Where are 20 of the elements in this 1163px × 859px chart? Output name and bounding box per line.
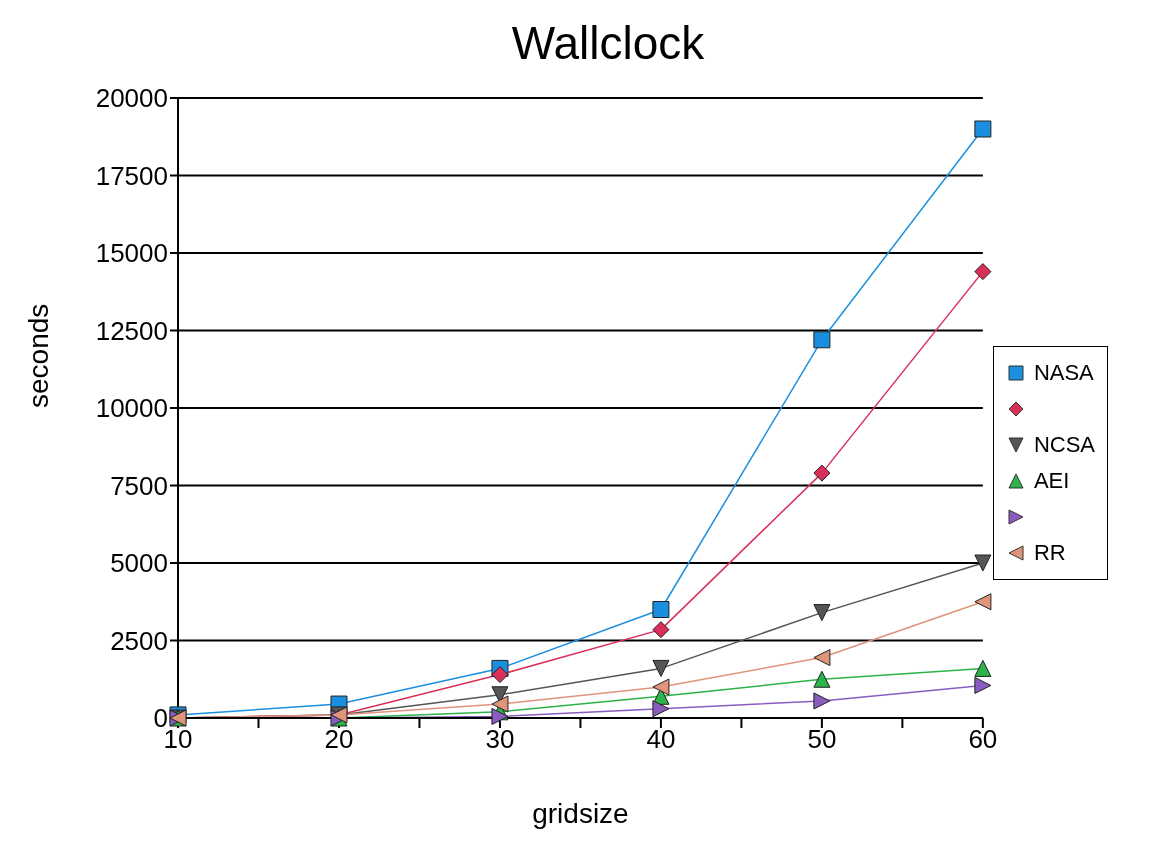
x-tick-label: 30 [485, 724, 515, 755]
y-tick-label: 15000 [95, 238, 168, 269]
legend-label: NASA [1033, 360, 1094, 386]
y-tick-label: 5000 [110, 548, 168, 579]
y-tick-label: 10000 [95, 393, 168, 424]
x-tick-label: 50 [807, 724, 837, 755]
x-tick-label: 20 [324, 724, 354, 755]
y-axis-title: seconds [22, 303, 54, 408]
y-tick-label: 2500 [110, 625, 168, 656]
y-tick-label: 12500 [95, 315, 168, 346]
x-tick-label: 40 [646, 724, 676, 755]
y-tick-label: 20000 [95, 83, 168, 114]
y-tick-label: 7500 [110, 470, 168, 501]
legend-label: AEI [1033, 468, 1071, 494]
chart-title: Wallclock [510, 16, 706, 71]
legend-label: NCSA [1033, 432, 1095, 458]
x-axis-title: gridsize [532, 798, 629, 829]
legend-label: RR [1033, 540, 1067, 566]
y-tick-label: 17500 [95, 160, 168, 191]
x-tick-label: 60 [968, 724, 998, 755]
